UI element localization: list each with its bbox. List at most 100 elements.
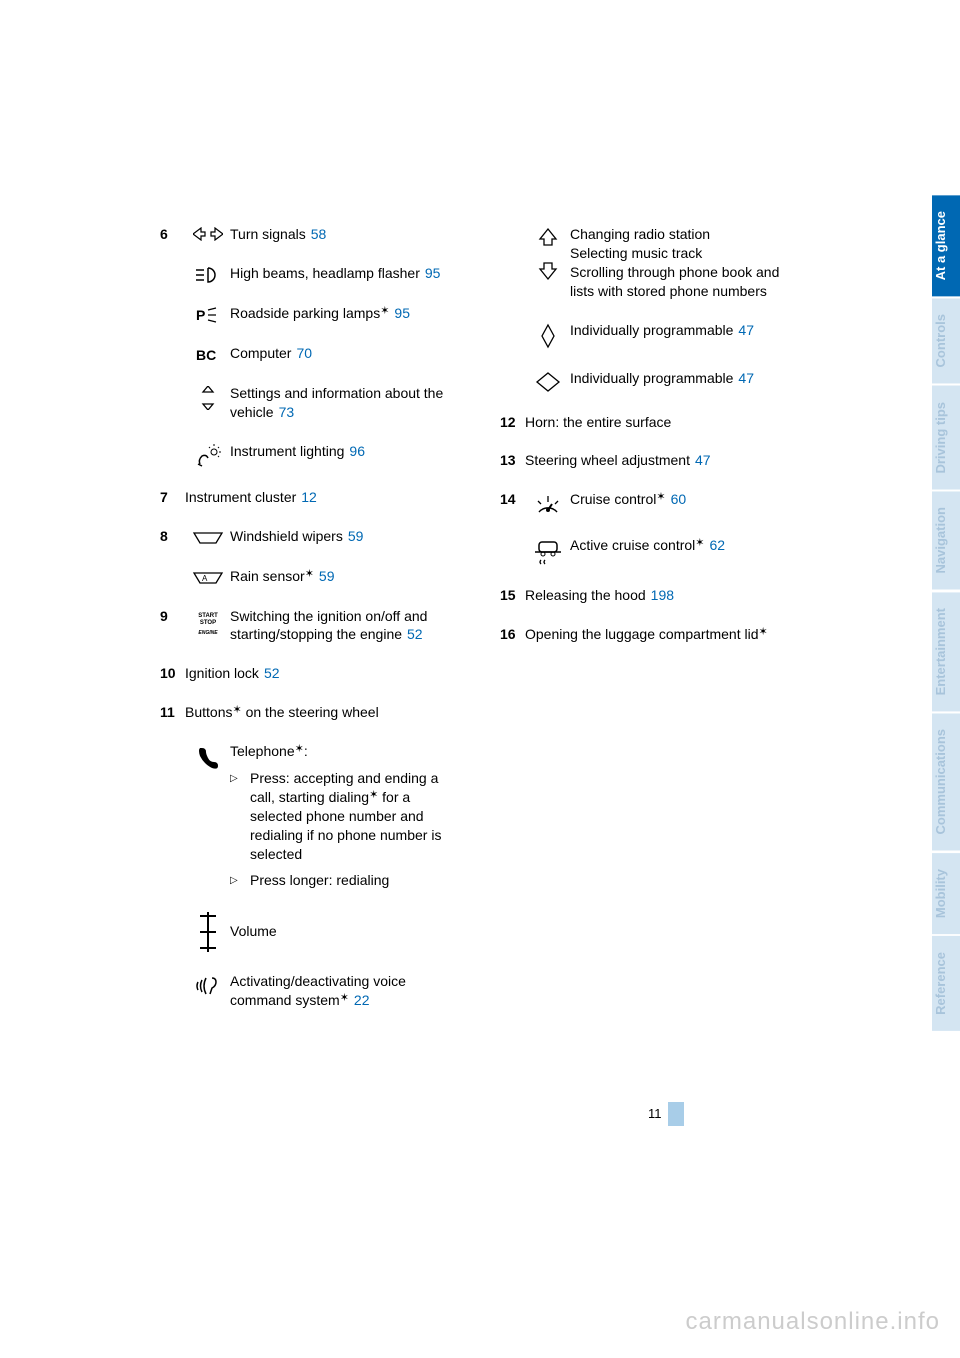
- page-ref[interactable]: 47: [738, 322, 754, 338]
- page-ref[interactable]: 62: [710, 537, 726, 553]
- item-14-row-1: Active cruise control✶62: [500, 536, 800, 566]
- page-number-bar: [668, 1102, 684, 1126]
- settings-icon: [185, 384, 230, 410]
- col2-row-2: Individually programmable47: [500, 369, 800, 393]
- item-number: 15: [500, 586, 525, 605]
- col2-row-1: Individually programmable47: [500, 321, 800, 349]
- item-text: Computer70: [230, 344, 460, 363]
- item-number: 9: [160, 607, 185, 626]
- right-column: Changing radio station Selecting music t…: [500, 225, 800, 1030]
- item-number: 11: [160, 703, 185, 722]
- item-number: 14: [500, 490, 525, 509]
- turn-signals-icon: [185, 225, 230, 241]
- page-ref[interactable]: 12: [301, 489, 317, 505]
- page-ref[interactable]: 198: [651, 587, 674, 603]
- page-ref[interactable]: 96: [349, 443, 365, 459]
- item-11-volume: Volume: [160, 910, 460, 952]
- item-text: Volume: [230, 922, 460, 941]
- item-text: Settings and information about the vehic…: [230, 384, 460, 422]
- active-cruise-icon: [525, 536, 570, 566]
- item-number: 6: [160, 225, 185, 244]
- tab-communications[interactable]: Communications: [932, 713, 960, 850]
- tab-controls[interactable]: Controls: [932, 298, 960, 383]
- item-9: 9 STARTSTOPENGINE Switching the ignition…: [160, 607, 460, 645]
- item-8-row-0: 8 Windshield wipers59: [160, 527, 460, 547]
- item-text: Cruise control✶60: [570, 490, 800, 509]
- item-text: Opening the luggage compartment lid✶: [525, 625, 800, 644]
- item-number: 13: [500, 451, 525, 470]
- item-15: 15 Releasing the hood198: [500, 586, 800, 605]
- parking-icon: P: [185, 304, 230, 324]
- item-7: 7 Instrument cluster12: [160, 488, 460, 507]
- item-number: 8: [160, 527, 185, 546]
- svg-text:A: A: [202, 574, 208, 583]
- item-text: Changing radio station Selecting music t…: [570, 225, 800, 301]
- section-tabs: At a glance Controls Driving tips Naviga…: [932, 195, 960, 1033]
- tab-at-a-glance[interactable]: At a glance: [932, 195, 960, 296]
- page-ref[interactable]: 73: [279, 404, 295, 420]
- up-down-icon: [525, 225, 570, 281]
- item-text: Buttons✶ on the steering wheel: [185, 703, 460, 722]
- lighting-icon: [185, 442, 230, 468]
- tab-reference[interactable]: Reference: [932, 936, 960, 1031]
- item-text: Turn signals58: [230, 225, 460, 244]
- wipers-icon: [185, 527, 230, 547]
- computer-icon: BC: [185, 344, 230, 364]
- item-text: Releasing the hood198: [525, 586, 800, 605]
- item-10: 10 Ignition lock52: [160, 664, 460, 683]
- item-11-voice: Activating/deactivating voice command sy…: [160, 972, 460, 1010]
- rain-sensor-icon: A: [185, 567, 230, 587]
- voice-icon: [185, 972, 230, 998]
- item-6-row-4: Settings and information about the vehic…: [160, 384, 460, 422]
- bullet-icon: ▷: [230, 769, 250, 786]
- watermark: carmanualsonline.info: [686, 1306, 940, 1338]
- page-ref[interactable]: 58: [311, 226, 327, 242]
- item-8-row-1: A Rain sensor✶59: [160, 567, 460, 587]
- item-text: Instrument cluster12: [185, 488, 460, 507]
- item-13: 13 Steering wheel adjustment47: [500, 451, 800, 470]
- item-number: 12: [500, 413, 525, 432]
- item-14-row-0: 14 Cruise control✶60: [500, 490, 800, 516]
- svg-text:START: START: [198, 613, 218, 619]
- left-column: 6 Turn signals58 High beams, headlamp fl…: [160, 225, 460, 1030]
- page-ref[interactable]: 47: [738, 370, 754, 386]
- tab-entertainment[interactable]: Entertainment: [932, 592, 960, 711]
- page-number-container: 11: [648, 1102, 684, 1126]
- page-ref[interactable]: 47: [695, 452, 711, 468]
- page-ref[interactable]: 22: [354, 992, 370, 1008]
- svg-text:P: P: [196, 307, 205, 323]
- item-number: 16: [500, 625, 525, 644]
- item-text: Windshield wipers59: [230, 527, 460, 546]
- item-11-header: 11 Buttons✶ on the steering wheel: [160, 703, 460, 722]
- item-text: Rain sensor✶59: [230, 567, 460, 586]
- page-ref[interactable]: 95: [425, 265, 441, 281]
- item-text: Horn: the entire surface: [525, 413, 800, 432]
- page-ref[interactable]: 59: [319, 568, 335, 584]
- page-ref[interactable]: 52: [407, 626, 423, 642]
- item-6-row-1: High beams, headlamp flasher95: [160, 264, 460, 284]
- page-ref[interactable]: 70: [296, 345, 312, 361]
- svg-text:ENGINE: ENGINE: [198, 630, 218, 636]
- page-ref[interactable]: 59: [348, 528, 364, 544]
- page-ref[interactable]: 95: [394, 305, 410, 321]
- item-text: Activating/deactivating voice command sy…: [230, 972, 460, 1010]
- item-text: Individually programmable47: [570, 321, 800, 340]
- item-text: Steering wheel adjustment47: [525, 451, 800, 470]
- item-number: 7: [160, 488, 185, 507]
- col2-row-0: Changing radio station Selecting music t…: [500, 225, 800, 301]
- diamond2-icon: [525, 369, 570, 393]
- item-6-row-5: Instrument lighting96: [160, 442, 460, 468]
- item-text: Instrument lighting96: [230, 442, 460, 461]
- tab-navigation[interactable]: Navigation: [932, 491, 960, 589]
- page-number: 11: [648, 1105, 662, 1123]
- item-12: 12 Horn: the entire surface: [500, 413, 800, 432]
- tab-driving-tips[interactable]: Driving tips: [932, 386, 960, 490]
- svg-text:STOP: STOP: [199, 620, 215, 626]
- tab-mobility[interactable]: Mobility: [932, 853, 960, 934]
- page-ref[interactable]: 60: [671, 491, 687, 507]
- bullet-icon: ▷: [230, 871, 250, 888]
- start-stop-icon: STARTSTOP ENGINE: [185, 607, 230, 639]
- page-ref[interactable]: 52: [264, 665, 280, 681]
- item-text: Ignition lock52: [185, 664, 460, 683]
- item-text: Telephone✶: ▷ Press: accepting and endin…: [230, 742, 460, 890]
